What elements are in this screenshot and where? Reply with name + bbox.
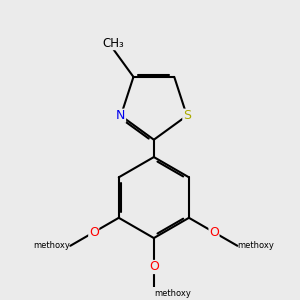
Text: O: O (149, 260, 159, 274)
Text: O: O (209, 226, 219, 239)
Text: methoxy: methoxy (237, 241, 274, 250)
Text: O: O (89, 226, 99, 239)
Text: CH₃: CH₃ (103, 37, 124, 50)
Text: methoxy: methoxy (154, 290, 191, 298)
Text: S: S (183, 109, 191, 122)
Text: methoxy: methoxy (34, 241, 70, 250)
Text: N: N (116, 109, 125, 122)
